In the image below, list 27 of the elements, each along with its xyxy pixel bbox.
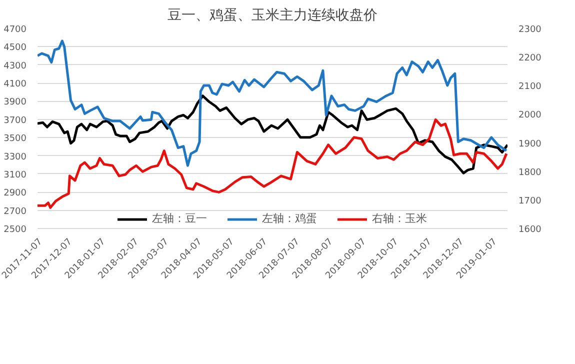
y2-tick-label: 2000 [518,110,542,121]
line-series [38,118,508,209]
y-tick-label: 2500 [4,225,27,235]
y-tick-label: 4500 [4,43,27,54]
y2-tick-label: 1600 [518,225,542,235]
y-tick-label: 2700 [4,206,27,217]
y-tick-label: 3100 [4,170,27,180]
chart-title: 豆一、鸡蛋、玉米主力连续收盘价 [168,8,378,24]
line-series [38,94,508,174]
y2-tick-label: 2200 [518,54,542,64]
legend-label: 右轴：玉米 [372,211,427,226]
y2-tick-label: 2300 [518,25,542,35]
y-tick-label: 3900 [4,98,27,108]
line-series [38,40,508,167]
y-tick-label: 3700 [4,116,27,126]
y2-tick-label: 1700 [518,196,542,206]
y-tick-label: 4100 [4,80,27,90]
y2-tick-label: 2100 [518,82,542,92]
y-tick-label: 2900 [4,188,27,199]
legend-label: 左轴：鸡蛋 [262,211,317,226]
y-tick-label: 3300 [4,152,27,162]
y2-tick-label: 1800 [518,168,542,178]
y-tick-label: 4700 [4,25,27,35]
y-tick-label: 3500 [4,134,27,144]
y2-tick-label: 1900 [518,139,542,150]
legend-label: 左轴：豆一 [152,211,207,226]
y-tick-label: 4300 [4,61,27,72]
